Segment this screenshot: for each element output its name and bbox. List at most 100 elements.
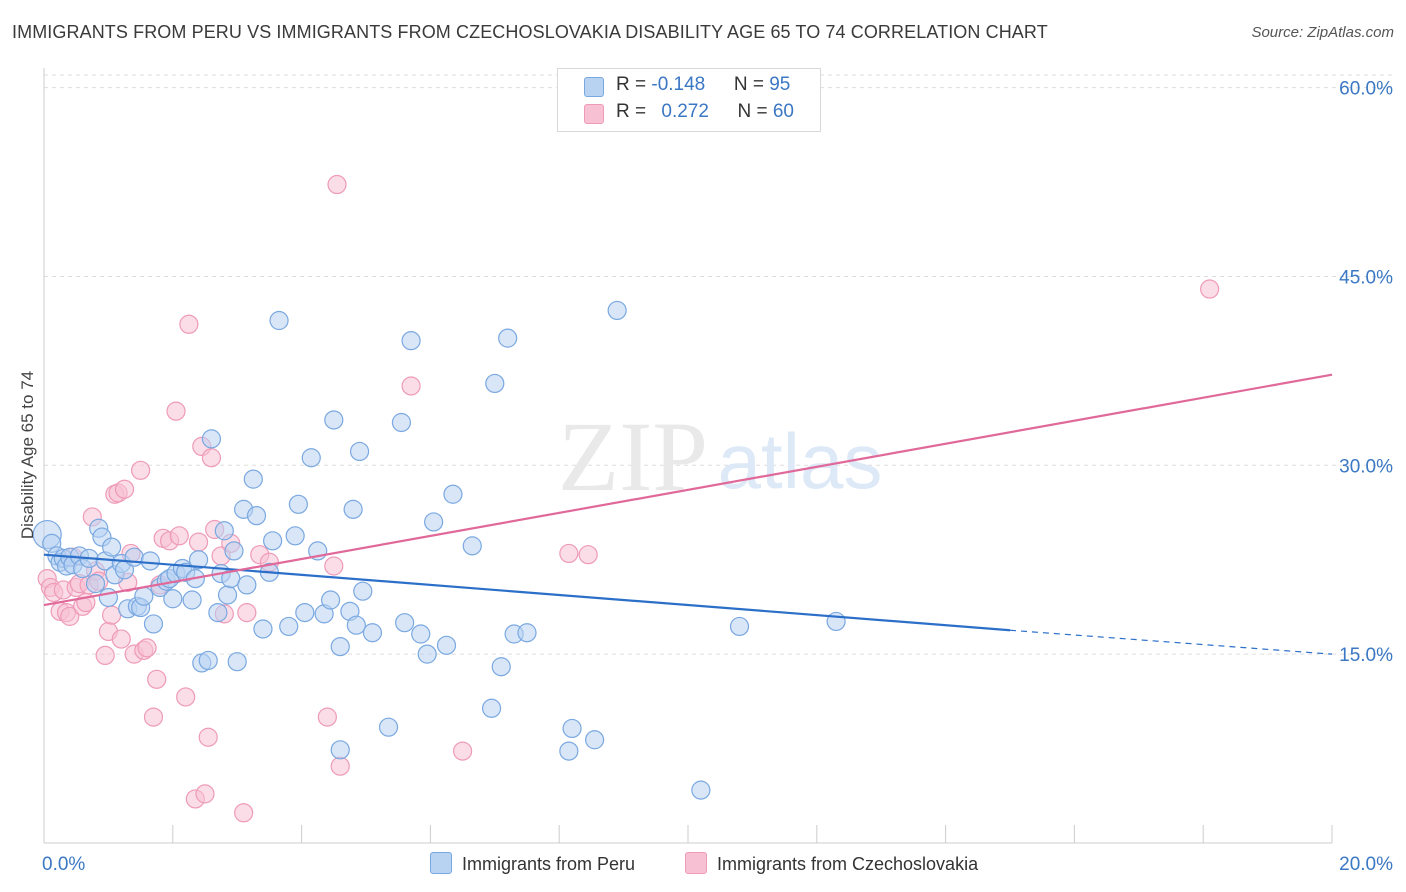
data-point [269,310,289,331]
data-point [166,401,186,421]
data-point [607,300,627,321]
data-point [182,590,202,610]
data-point [179,314,199,334]
data-point [691,780,711,800]
data-point [169,526,189,546]
legend-peru-n-label: N = [733,74,770,95]
data-point [243,469,263,489]
data-point [481,698,502,718]
data-point [462,536,482,556]
data-point [163,589,183,609]
data-point [137,638,157,658]
data-point [214,521,234,541]
data-point [111,629,131,649]
data-point [559,741,579,761]
data-point [401,331,421,351]
legend-czech-r-label: R = [616,101,652,122]
x-tick-label-min: 0.0% [42,854,85,875]
y-tick-label: 30.0% [1339,456,1393,477]
trendline-peru [43,553,1011,632]
data-point [143,707,164,727]
data-point [346,615,366,635]
x-tick-label-max: 20.0% [1339,854,1393,875]
data-point [330,740,350,760]
data-point [585,730,605,750]
data-point [217,585,238,605]
data-point [327,174,347,195]
watermark-atlas: atlas [718,417,883,505]
legend-peru-r-value: -0.148 [651,74,706,95]
data-point [143,614,164,634]
data-point [198,650,218,671]
data-point [485,373,505,394]
grid-lines [44,74,1394,655]
data-point [227,652,247,672]
data-point [253,619,273,639]
data-point [201,448,222,468]
data-point [98,587,119,608]
data-point [391,412,412,433]
data-point [114,479,135,499]
legend-czech-n-label: N = [737,101,773,122]
data-point [263,531,283,551]
tick-labels: 15.0% 30.0% 45.0% 60.0% 0.0% 20.0% [42,79,1393,875]
data-point [131,460,151,480]
data-point [237,575,257,595]
data-point [134,586,154,606]
bottom-legend-peru: Immigrants from Peru [430,852,635,875]
points-peru [32,300,846,800]
legend-swatch-czech [584,104,604,124]
data-point [349,441,370,462]
legend-swatch-peru [584,77,604,97]
bottom-legend-czech: Immigrants from Czechoslovakia [685,852,978,875]
data-point [320,590,341,610]
data-point [401,376,421,396]
legend-czech-r-value: 0.272 [661,101,709,122]
legend-peru-n-value: 95 [769,74,791,95]
data-point [729,616,750,637]
data-point [330,756,350,776]
data-point [140,551,160,571]
data-point [436,635,457,655]
data-point [295,602,315,623]
y-tick-label: 45.0% [1339,267,1393,288]
data-point [498,328,518,348]
data-point [288,494,308,514]
data-point [324,410,344,430]
data-point [1200,279,1220,299]
bottom-legend-swatch-czech [685,852,707,874]
data-point [237,602,257,623]
data-point [102,605,122,625]
data-point [301,448,321,468]
bottom-legend-czech-label: Immigrants from Czechoslovakia [717,854,979,874]
correlation-legend: R = -0.148 N = 95 R = 0.272 N = 60 [557,68,821,132]
data-point [188,532,209,552]
data-point [517,623,537,643]
data-point [353,581,373,601]
data-point [95,645,115,666]
axes [43,68,1333,844]
data-point [246,506,267,526]
data-point [453,741,473,761]
legend-czech-n-value: 60 [772,101,794,122]
data-point [411,624,431,644]
y-tick-label: 15.0% [1339,645,1393,666]
data-point [147,669,167,689]
data-point [234,803,254,823]
data-point [224,541,244,561]
data-point [102,537,122,557]
data-point [279,616,299,637]
data-point [208,602,228,623]
y-axis-label: Disability Age 65 to 74 [18,370,37,540]
watermark-zip: ZIP [558,401,708,512]
data-point [285,526,305,546]
data-point [559,543,579,564]
trendlines [43,373,1333,655]
data-point [85,574,106,594]
legend-peru-r-label: R = [616,74,652,95]
chart-title: IMMIGRANTS FROM PERU VS IMMIGRANTS FROM … [12,22,1048,42]
trendline-czech [43,373,1333,607]
data-point [578,545,598,565]
trendline-peru-extension [1009,629,1333,655]
